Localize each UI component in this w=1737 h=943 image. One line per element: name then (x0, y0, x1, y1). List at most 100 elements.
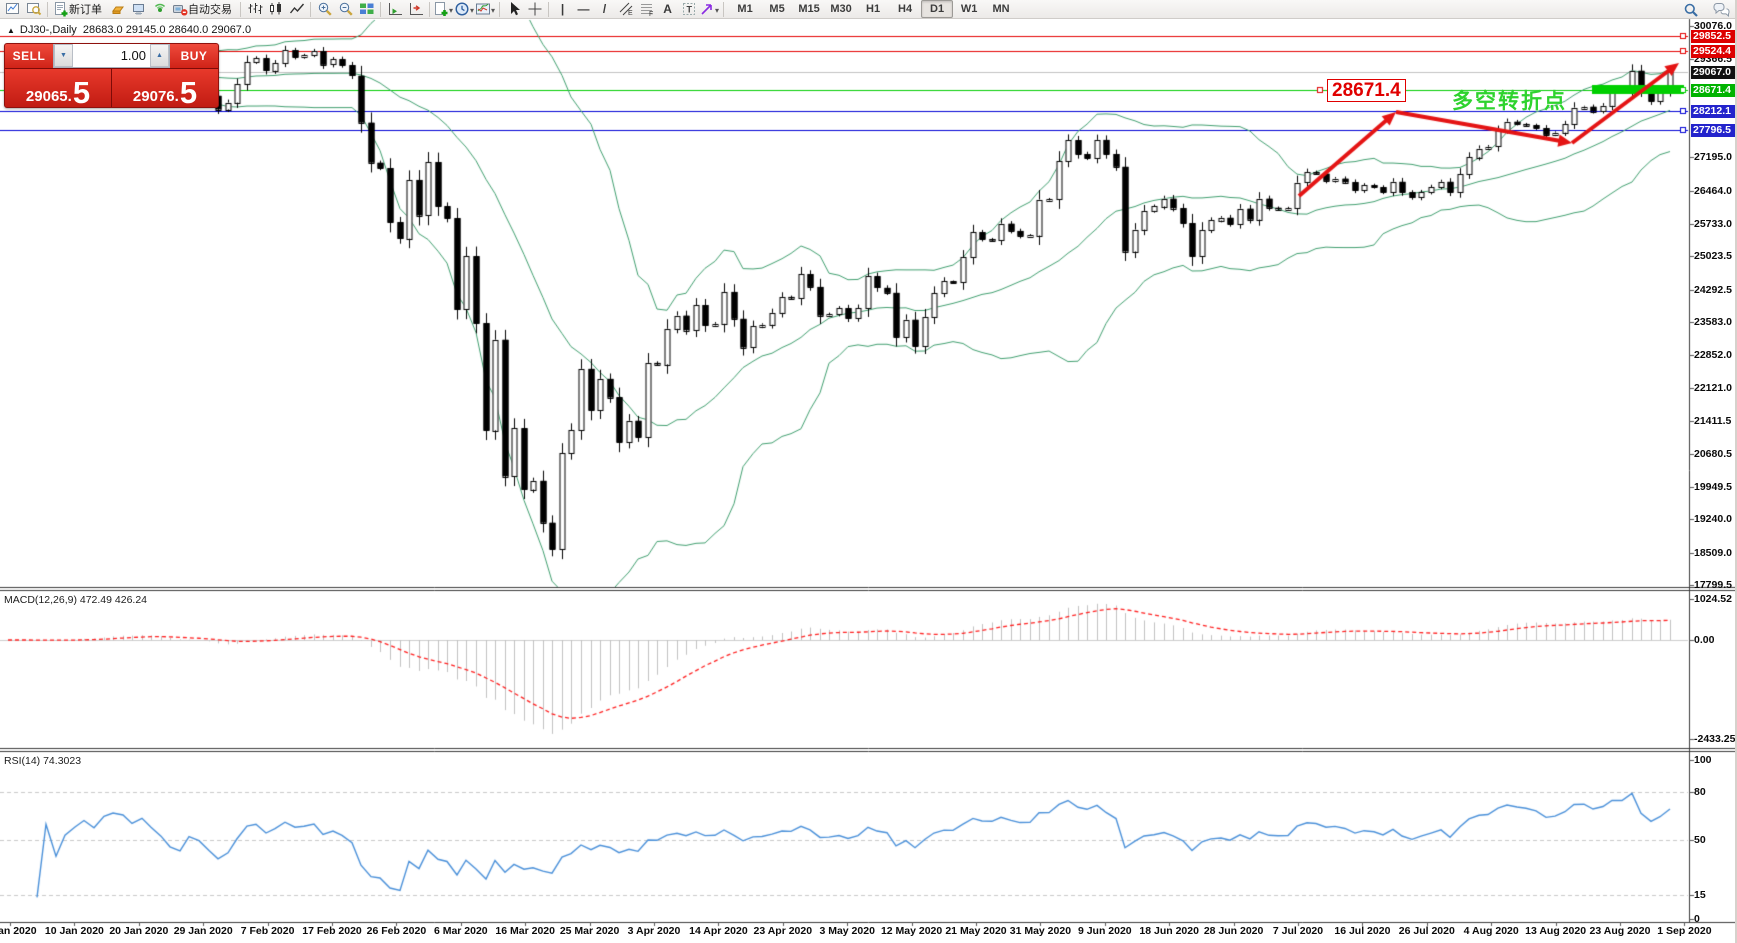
signals-icon[interactable] (149, 1, 170, 18)
window-edge (1735, 0, 1737, 943)
date-tick-label: 6 Mar 2020 (433, 925, 488, 937)
text-icon[interactable]: A (663, 2, 672, 16)
price-tick-label: 22121.0 (1694, 382, 1732, 395)
text-label-icon[interactable]: T (678, 1, 699, 18)
tile-windows-icon[interactable] (356, 1, 377, 18)
template-button[interactable]: ▾ (475, 1, 496, 18)
candles-chart-icon[interactable] (265, 1, 286, 18)
shapes-caret-icon: ▾ (715, 5, 720, 15)
buy-label: BUY (180, 49, 208, 63)
date-tick-label: 3 May 2020 (819, 925, 875, 937)
timeframe-h1-button[interactable]: H1 (866, 3, 881, 15)
date-tick-label: 10 Jan 2020 (44, 925, 104, 937)
price-tick-label: 25733.0 (1694, 217, 1732, 230)
price-tick-label: 19949.5 (1694, 481, 1732, 494)
horizontal-line-icon[interactable]: — (577, 2, 590, 16)
volume-decrease-button[interactable]: ▼ (54, 44, 73, 67)
volume-increase-button[interactable]: ▲ (150, 44, 169, 67)
timeframe-m5-button[interactable]: M5 (769, 3, 785, 15)
price-tick-label: 19240.0 (1694, 513, 1732, 526)
chart-shift-icon[interactable] (405, 1, 426, 18)
volume-input[interactable]: ▼ 1.00 ▲ (53, 44, 170, 68)
buy-price-button[interactable]: 29076. 5 (112, 69, 218, 107)
chart-window-icon[interactable] (2, 1, 23, 18)
timeframe-d1-button[interactable]: D1 (921, 0, 954, 18)
date-tick-label: 20 Jan 2020 (109, 925, 169, 937)
date-tick-label: 9 Jun 2020 (1077, 925, 1132, 937)
equidistant-channel-icon[interactable]: E (615, 1, 636, 18)
volume-value[interactable]: 1.00 (120, 48, 146, 63)
price-annotation-box[interactable]: 28671.4 (1327, 79, 1406, 102)
periods-button[interactable]: ▾ (454, 1, 475, 18)
date-tick-label: 29 Jan 2020 (173, 925, 233, 937)
price-line-label: 29852.5 (1691, 29, 1737, 43)
date-tick-label: 4 Aug 2020 (1463, 925, 1519, 937)
price-tick-label: 18509.0 (1694, 546, 1732, 559)
timeframe-h4-button[interactable]: H4 (898, 3, 913, 15)
chat-icon[interactable] (1710, 1, 1731, 18)
date-tick-label: 21 May 2020 (945, 925, 1007, 937)
market-watch-icon[interactable] (107, 1, 128, 18)
sell-price-button[interactable]: 29065. 5 (5, 69, 111, 107)
price-tick-label: 22852.0 (1694, 349, 1732, 362)
timeframe-mn-button[interactable]: MN (992, 3, 1010, 15)
date-tick-label: 26 Jul 2020 (1398, 925, 1455, 937)
timeframe-m15-button[interactable]: M15 (798, 3, 820, 15)
date-tick-label: 31 May 2020 (1009, 925, 1072, 937)
date-tick-label: 17 Feb 2020 (302, 925, 362, 937)
trendline-icon[interactable]: / (602, 2, 607, 16)
toolbar-separator (429, 1, 430, 17)
date-tick-label: 16 Jul 2020 (1334, 925, 1391, 937)
zoom-out-icon[interactable] (335, 1, 356, 18)
fibonacci-icon[interactable]: F (636, 1, 657, 18)
new-order-button[interactable]: 新订单 (51, 1, 107, 18)
line-chart-icon[interactable] (286, 1, 307, 18)
sell-price-main: 29065. (25, 88, 72, 105)
price-tick-label: 24292.5 (1694, 283, 1732, 296)
toolbar: 新订单 自动交易 ▾ (0, 0, 1737, 19)
macd-tick-label: 0.00 (1694, 634, 1715, 646)
profiles-icon[interactable] (23, 1, 44, 18)
timeframe-w1-button[interactable]: W1 (960, 3, 978, 15)
buy-button[interactable]: BUY (170, 44, 218, 68)
date-tick-label: 13 Aug 2020 (1525, 925, 1587, 937)
toolbar-separator (723, 1, 725, 17)
price-line-label: 29067.0 (1691, 65, 1737, 79)
timeframe-toolbar: M1 M5 M15 M30 H1 H4 D1 W1 MN (729, 0, 1017, 18)
data-window-icon[interactable] (128, 1, 149, 18)
price-tick-label: 27195.0 (1694, 151, 1732, 164)
svg-text:E: E (628, 10, 633, 17)
sell-button[interactable]: SELL (5, 44, 53, 68)
new-order-label: 新订单 (69, 4, 102, 16)
toolbar-separator (310, 1, 311, 17)
rsi-tick-label: 0 (1694, 913, 1700, 925)
autotrading-button[interactable]: 自动交易 (170, 1, 237, 18)
search-icon[interactable] (1680, 1, 1701, 18)
svg-text:T: T (686, 5, 692, 15)
date-tick-label: 1 Jan 2020 (0, 925, 37, 937)
indicators-button[interactable]: ▾ (433, 1, 454, 18)
shapes-button[interactable]: ▾ (699, 1, 720, 18)
toolbar-separator (47, 1, 48, 17)
date-tick-label: 16 Mar 2020 (495, 925, 555, 937)
price-tick-label: 26464.0 (1694, 184, 1732, 197)
price-line-label: 28671.4 (1691, 83, 1737, 97)
date-tick-label: 7 Jul 2020 (1272, 925, 1324, 937)
timeframe-m1-button[interactable]: M1 (737, 3, 753, 15)
crosshair-icon[interactable] (524, 1, 545, 18)
vertical-line-icon[interactable]: | (560, 2, 565, 16)
turning-point-annotation[interactable]: 多空转折点 (1452, 90, 1567, 113)
zoom-in-icon[interactable] (314, 1, 335, 18)
date-tick-label: 23 Aug 2020 (1589, 925, 1651, 937)
bar-chart-icon[interactable] (244, 1, 265, 18)
auto-scroll-icon[interactable] (384, 1, 405, 18)
timeframe-m30-button[interactable]: M30 (830, 3, 852, 15)
sell-label: SELL (12, 49, 46, 63)
rsi-tick-label: 100 (1694, 754, 1712, 766)
date-tick-label: 26 Feb 2020 (366, 925, 427, 937)
cursor-icon[interactable] (503, 1, 524, 18)
buy-price-main: 29076. (132, 88, 179, 105)
autotrading-icon (173, 5, 188, 16)
